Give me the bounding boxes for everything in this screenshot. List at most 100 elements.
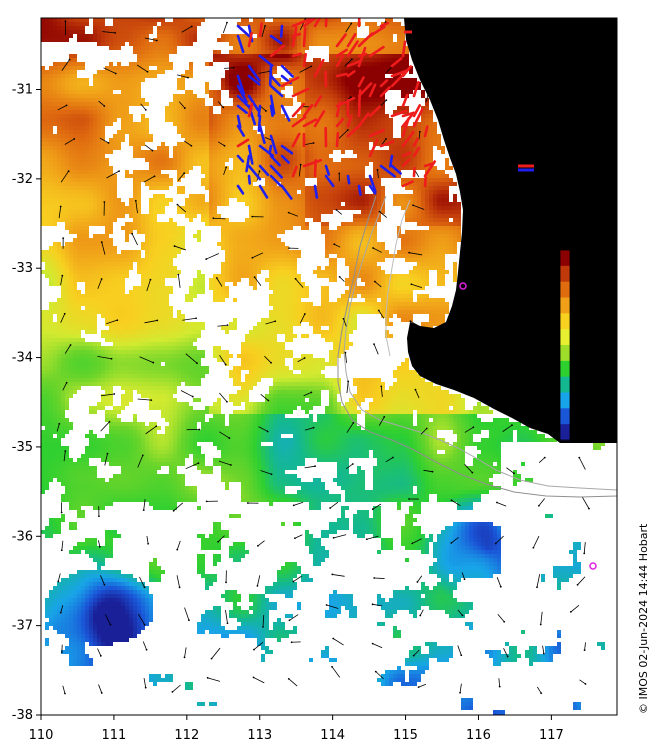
- sst-pixel: [257, 262, 261, 266]
- sst-pixel: [305, 146, 309, 150]
- sst-pixel: [345, 26, 349, 30]
- sst-pixel: [349, 186, 353, 190]
- sst-pixel: [141, 262, 145, 266]
- sst-pixel: [405, 246, 409, 250]
- sst-pixel: [105, 114, 109, 118]
- sst-pixel: [297, 158, 301, 162]
- sst-pixel: [333, 230, 337, 234]
- sst-pixel: [369, 258, 373, 262]
- sst-pixel: [61, 70, 65, 74]
- sst-pixel: [417, 130, 421, 134]
- sst-pixel: [113, 98, 117, 102]
- sst-pixel: [269, 86, 273, 90]
- sst-pixel: [65, 106, 69, 110]
- sst-pixel: [313, 198, 317, 202]
- sst-pixel: [157, 62, 161, 66]
- sst-pixel: [41, 154, 45, 158]
- sst-pixel: [161, 222, 165, 226]
- sst-pixel: [361, 126, 365, 130]
- sst-pixel: [249, 186, 253, 190]
- sst-pixel: [169, 262, 173, 266]
- sst-pixel: [113, 26, 117, 30]
- sst-pixel: [117, 210, 121, 214]
- sst-pixel: [273, 246, 277, 250]
- sst-pixel: [313, 206, 317, 210]
- sst-pixel: [413, 206, 417, 210]
- sst-pixel: [193, 214, 197, 218]
- sst-pixel: [101, 18, 105, 22]
- sst-pixel: [113, 146, 117, 150]
- sst-pixel: [109, 146, 113, 150]
- sst-pixel: [377, 134, 381, 138]
- sst-pixel: [145, 234, 149, 238]
- sst-pixel: [165, 114, 169, 118]
- sst-pixel: [277, 230, 281, 234]
- sst-pixel: [73, 278, 77, 282]
- sst-pixel: [77, 278, 81, 282]
- sst-pixel: [377, 246, 381, 250]
- sst-pixel: [165, 178, 169, 182]
- sst-pixel: [309, 62, 313, 66]
- sst-pixel: [265, 30, 269, 34]
- sst-pixel: [429, 158, 433, 162]
- sst-pixel: [257, 166, 261, 170]
- sst-pixel: [41, 94, 45, 98]
- sst-pixel: [397, 86, 401, 90]
- sst-pixel: [309, 174, 313, 178]
- sst-pixel: [213, 162, 217, 166]
- sst-pixel: [281, 86, 285, 90]
- sst-pixel: [41, 34, 45, 38]
- sst-pixel: [161, 178, 165, 182]
- sst-pixel: [261, 54, 265, 58]
- sst-pixel: [89, 98, 93, 102]
- sst-pixel: [57, 218, 61, 222]
- sst-pixel: [57, 266, 61, 270]
- sst-pixel: [361, 242, 365, 246]
- sst-pixel: [353, 178, 357, 182]
- sst-pixel: [281, 218, 285, 222]
- sst-pixel: [137, 254, 141, 258]
- sst-pixel: [409, 162, 413, 166]
- sst-pixel: [49, 26, 53, 30]
- sst-pixel: [57, 198, 61, 202]
- sst-pixel: [121, 214, 125, 218]
- sst-pixel: [257, 62, 261, 66]
- sst-pixel: [373, 214, 377, 218]
- sst-pixel: [97, 166, 101, 170]
- sst-pixel: [349, 222, 353, 226]
- sst-pixel: [85, 214, 89, 218]
- sst-pixel: [273, 214, 277, 218]
- sst-pixel: [257, 214, 261, 218]
- sst-pixel: [261, 150, 265, 154]
- sst-pixel: [121, 250, 125, 254]
- sst-pixel: [197, 274, 201, 278]
- sst-pixel: [369, 30, 373, 34]
- sst-pixel: [245, 62, 249, 66]
- sst-pixel: [73, 186, 77, 190]
- sst-pixel: [161, 70, 165, 74]
- sst-pixel: [289, 54, 293, 58]
- sst-pixel: [429, 242, 433, 246]
- sst-pixel: [301, 222, 305, 226]
- sst-pixel: [229, 118, 233, 122]
- sst-pixel: [249, 170, 253, 174]
- sst-pixel: [45, 114, 49, 118]
- sst-pixel: [93, 262, 97, 266]
- sst-pixel: [357, 170, 361, 174]
- sst-pixel: [173, 34, 177, 38]
- sst-pixel: [261, 22, 265, 26]
- sst-pixel: [109, 194, 113, 198]
- sst-pixel: [73, 222, 77, 226]
- sst-pixel: [205, 146, 209, 150]
- sst-pixel: [409, 142, 413, 146]
- sst-pixel: [45, 74, 49, 78]
- sst-pixel: [185, 126, 189, 130]
- sst-pixel: [337, 22, 341, 26]
- sst-pixel: [321, 162, 325, 166]
- sst-pixel: [205, 62, 209, 66]
- sst-pixel: [73, 122, 77, 126]
- sst-pixel: [73, 70, 77, 74]
- sst-pixel: [225, 82, 229, 86]
- sst-pixel: [357, 178, 361, 182]
- sst-pixel: [397, 46, 401, 50]
